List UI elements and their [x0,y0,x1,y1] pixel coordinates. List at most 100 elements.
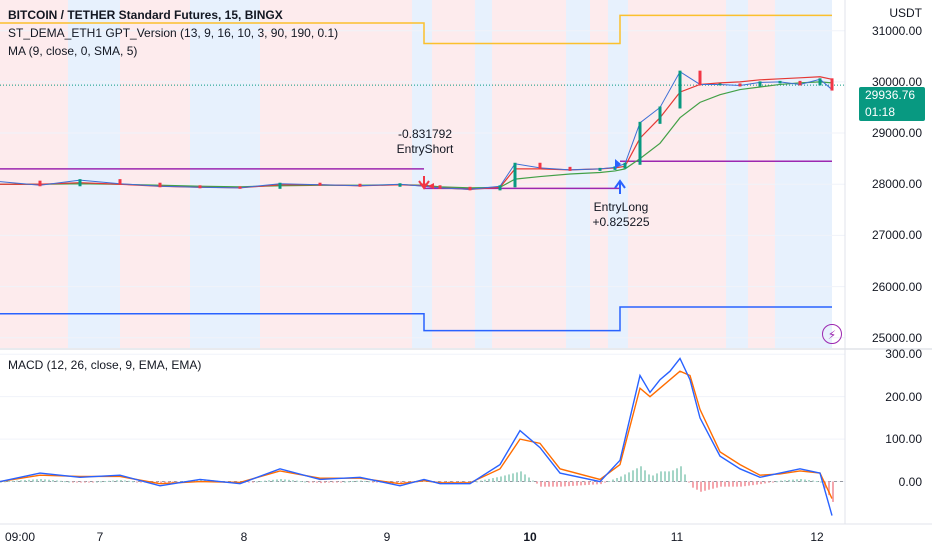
price-tick-label: 30000.00 [871,74,922,89]
ma-legend[interactable]: MA (9, close, 0, SMA, 5) [8,44,138,58]
candle [758,81,762,87]
candle [623,162,627,169]
histogram-bar [352,481,354,483]
session-stripe [492,0,566,348]
session-stripe [726,0,748,348]
time-tick-label: 7 [97,530,104,544]
histogram-bar [720,481,722,487]
candle [738,83,742,87]
histogram-bar [716,481,718,488]
histogram-bar [756,481,758,485]
histogram-bar [140,481,142,483]
histogram-bar [768,481,770,483]
histogram-bar [680,466,682,482]
histogram-bar [132,481,134,483]
histogram-bar [104,481,106,483]
time-tick-label: 11 [671,530,684,544]
histogram-bar [296,480,298,482]
histogram-bar [792,479,794,482]
current-price-value: 29936.76 [865,88,916,102]
histogram-bar [748,481,750,486]
histogram-bar [568,481,570,487]
histogram-bar [800,479,802,482]
histogram-bar [16,480,18,482]
histogram-bar [776,481,778,483]
candle [78,179,82,187]
lightning-icon[interactable]: ⚡ [822,324,842,344]
histogram-bar [64,481,66,483]
price-tick-label: 27000.00 [871,228,922,243]
histogram-bar [828,481,830,496]
histogram-bar [580,481,582,486]
candle [598,167,602,171]
lower-band-line [0,306,832,332]
histogram-bar [456,481,458,483]
session-stripe [432,0,475,348]
long-ma-line [0,81,833,189]
histogram-bar [32,479,34,482]
histogram-bar [812,480,814,482]
histogram-bar [128,480,130,482]
time-tick-label: 09:00 [5,530,35,544]
histogram-bar [544,481,546,487]
histogram-bar [120,480,122,482]
histogram-bar [664,471,666,482]
histogram-bar [284,479,286,482]
histogram-bar [520,471,522,482]
histogram-bar [764,481,766,484]
histogram-bar [24,480,26,482]
histogram-bar [100,481,102,483]
macd-line [0,357,833,516]
histogram-bar [288,479,290,482]
histogram-bar [576,481,578,486]
upper-band-line [0,14,832,45]
histogram-bar [492,478,494,482]
time-tick-label: 9 [384,530,391,544]
histogram-bar [636,468,638,482]
candle [118,179,122,185]
histogram-bar [268,480,270,482]
histogram-bar [672,470,674,482]
candle [358,183,362,187]
price-tick-label: 25000.00 [871,330,922,345]
histogram-bar [368,481,370,483]
time-tick-label: 8 [241,530,248,544]
session-stripe [120,0,190,348]
bar-countdown: 01:18 [865,105,896,119]
histogram-bar [280,479,282,482]
histogram-bar [20,480,22,482]
histogram-bar [28,479,30,482]
histogram-bar [816,481,818,483]
candle [568,166,572,171]
symbol-legend[interactable]: BITCOIN / TETHER Standard Futures, 15, B… [8,8,283,22]
histogram-bar [344,481,346,483]
session-stripe [475,0,492,348]
candle [638,121,642,165]
histogram-bar [668,471,670,482]
time-axis: 09:00 7 8 9 10 11 12 [5,530,824,544]
session-stripe [260,0,412,348]
histogram-bar [4,481,6,483]
histogram-bar [688,481,690,483]
histogram-bar [308,481,310,483]
histogram-bar [760,481,762,485]
histogram-bar [744,481,746,487]
histogram-bar [548,481,550,487]
histogram-bar [484,479,486,482]
histogram-bar [160,481,162,485]
histogram-bar [808,480,810,482]
macd-legend[interactable]: MACD (12, 26, close, 9, EMA, EMA) [8,358,202,372]
histogram-bar [640,466,642,482]
histogram-bar [460,481,462,483]
indicator-legend[interactable]: ST_DEMA_ETH1 GPT_Version (13, 9, 16, 10,… [8,26,339,40]
histogram-bar [116,480,118,482]
histogram-bar [272,479,274,482]
histogram-bar [200,479,202,482]
histogram-bar [516,472,518,482]
histogram-bar [508,474,510,482]
price-lines [0,70,834,191]
histogram-bar [336,481,338,483]
candle [438,185,442,189]
histogram-bar [252,481,254,483]
histogram-bar [40,479,42,482]
